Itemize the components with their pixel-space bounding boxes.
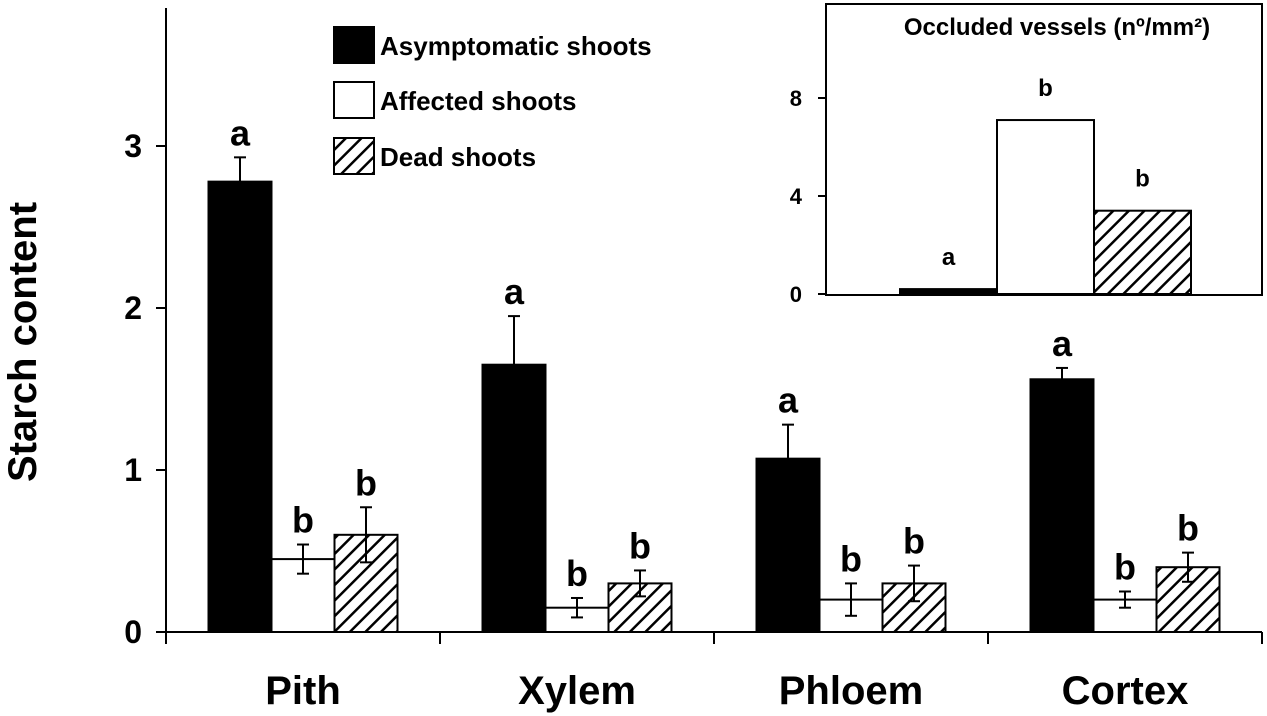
significance-letter: b — [629, 525, 651, 566]
legend-label: Affected shoots — [380, 86, 576, 116]
legend-swatch — [333, 81, 375, 119]
legend-swatch — [333, 137, 375, 175]
significance-letter: a — [504, 271, 525, 312]
significance-letter: b — [566, 553, 588, 594]
y-tick-label: 3 — [124, 128, 142, 164]
inset-bar-white — [996, 119, 1095, 295]
significance-letter: a — [778, 380, 799, 421]
legend-label: Dead shoots — [380, 142, 536, 172]
inset-significance-letter: b — [1038, 75, 1053, 102]
y-tick-label: 0 — [124, 614, 142, 650]
significance-letter: b — [903, 521, 925, 562]
x-category-label: Phloem — [779, 669, 923, 713]
bar-solid — [755, 457, 821, 633]
inset-significance-letter: b — [1135, 166, 1150, 193]
y-tick-label: 1 — [124, 452, 142, 488]
x-category-label: Xylem — [518, 669, 636, 713]
x-category-label: Pith — [265, 669, 341, 713]
legend-label: Asymptomatic shoots — [380, 31, 652, 61]
inset-bar-hatched — [1093, 209, 1192, 295]
significance-letter: a — [1052, 323, 1073, 364]
inset-title: Occluded vessels (nº/mm²) — [904, 14, 1210, 41]
inset-significance-letter: a — [942, 244, 956, 271]
significance-letter: a — [230, 112, 251, 153]
y-axis-title: Starch content — [1, 202, 45, 482]
significance-letter: b — [355, 462, 377, 503]
inset-y-tick-label: 4 — [790, 184, 803, 209]
legend-swatch — [333, 26, 375, 64]
bar-solid — [1029, 378, 1095, 633]
inset-bar-solid — [899, 288, 998, 296]
inset-y-tick-label: 0 — [790, 282, 802, 307]
bar-solid — [207, 180, 273, 633]
significance-letter: b — [840, 538, 862, 579]
significance-letter: b — [1177, 508, 1199, 549]
significance-letter: b — [1114, 547, 1136, 588]
significance-letter: b — [292, 500, 314, 541]
x-category-label: Cortex — [1062, 669, 1189, 713]
bar-solid — [481, 363, 547, 633]
y-tick-label: 2 — [124, 290, 142, 326]
inset-y-tick-label: 8 — [790, 86, 802, 111]
